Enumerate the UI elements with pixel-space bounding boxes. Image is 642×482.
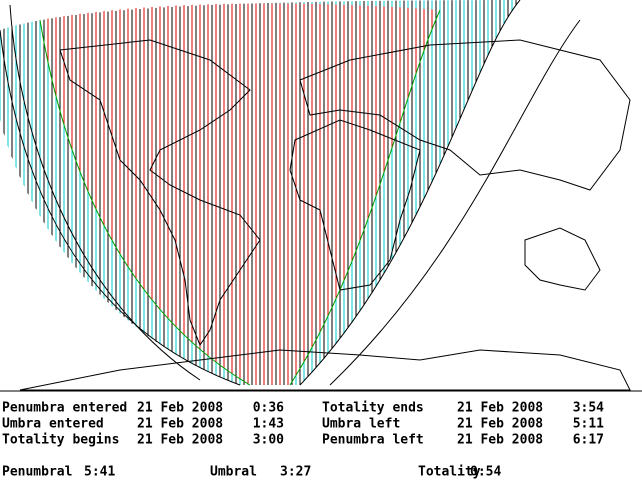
boundary-curves: [0, 0, 581, 386]
event-label: Totality begins: [2, 433, 119, 448]
duration-value: 3:27: [280, 465, 311, 480]
duration-label: Umbral: [210, 465, 257, 480]
event-time: 3:54: [573, 401, 604, 416]
duration-value: 5:41: [84, 465, 115, 480]
event-label: Umbra left: [322, 417, 400, 432]
event-time: 6:17: [573, 433, 604, 448]
event-time: 0:36: [253, 401, 284, 416]
duration-value: 0:54: [470, 465, 501, 480]
event-date: 21 Feb 2008: [457, 401, 543, 416]
event-time: 1:43: [253, 417, 284, 432]
event-date: 21 Feb 2008: [137, 401, 223, 416]
continents: [19, 39, 631, 391]
event-time: 5:11: [573, 417, 604, 432]
event-label: Penumbra entered: [2, 401, 127, 416]
duration-label: Totality: [418, 465, 481, 480]
event-label: Penumbra left: [322, 433, 424, 448]
event-date: 21 Feb 2008: [457, 417, 543, 432]
event-date: 21 Feb 2008: [457, 433, 543, 448]
event-label: Umbra entered: [2, 417, 104, 432]
duration-label: Penumbral: [2, 465, 72, 480]
event-date: 21 Feb 2008: [137, 433, 223, 448]
event-time: 3:00: [253, 433, 284, 448]
event-date: 21 Feb 2008: [137, 417, 223, 432]
event-label: Totality ends: [322, 401, 424, 416]
